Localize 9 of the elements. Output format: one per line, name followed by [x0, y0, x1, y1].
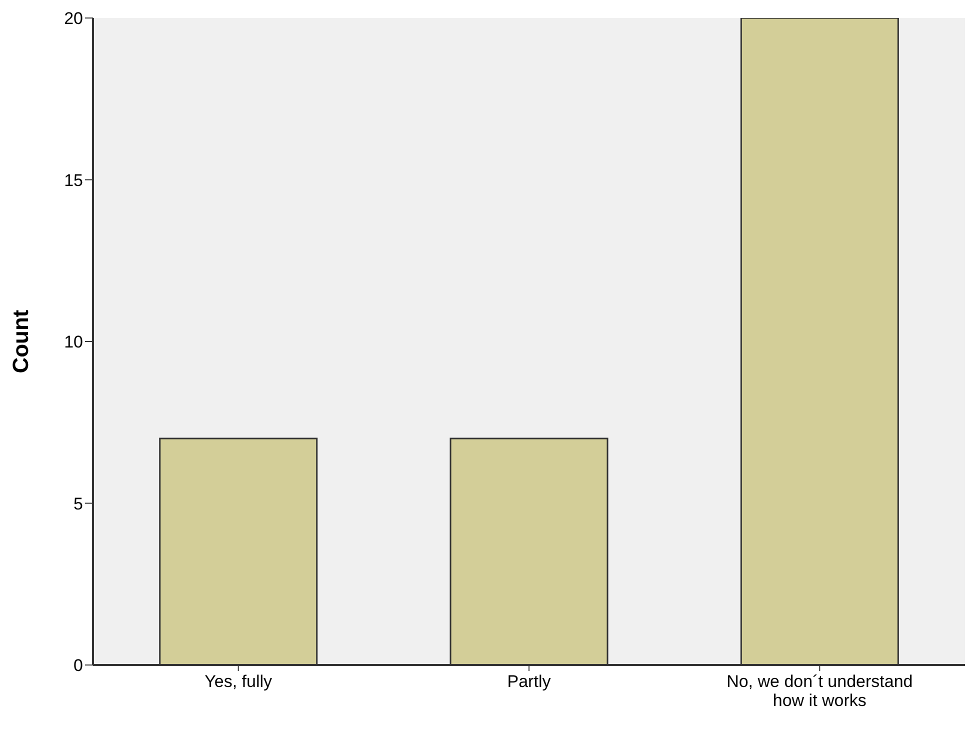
x-tick-label: Partly [507, 672, 552, 691]
y-axis-title: Count [8, 309, 33, 374]
x-tick-label: No, we don´t understand how it works [726, 672, 913, 710]
y-tick-label: 15 [64, 170, 83, 190]
y-tick-label: 20 [64, 9, 83, 28]
y-tick-label: 10 [64, 332, 83, 352]
y-tick-label: 0 [74, 656, 83, 676]
x-tick-label: Yes, fully [204, 672, 273, 691]
y-tick-label: 5 [74, 494, 83, 514]
